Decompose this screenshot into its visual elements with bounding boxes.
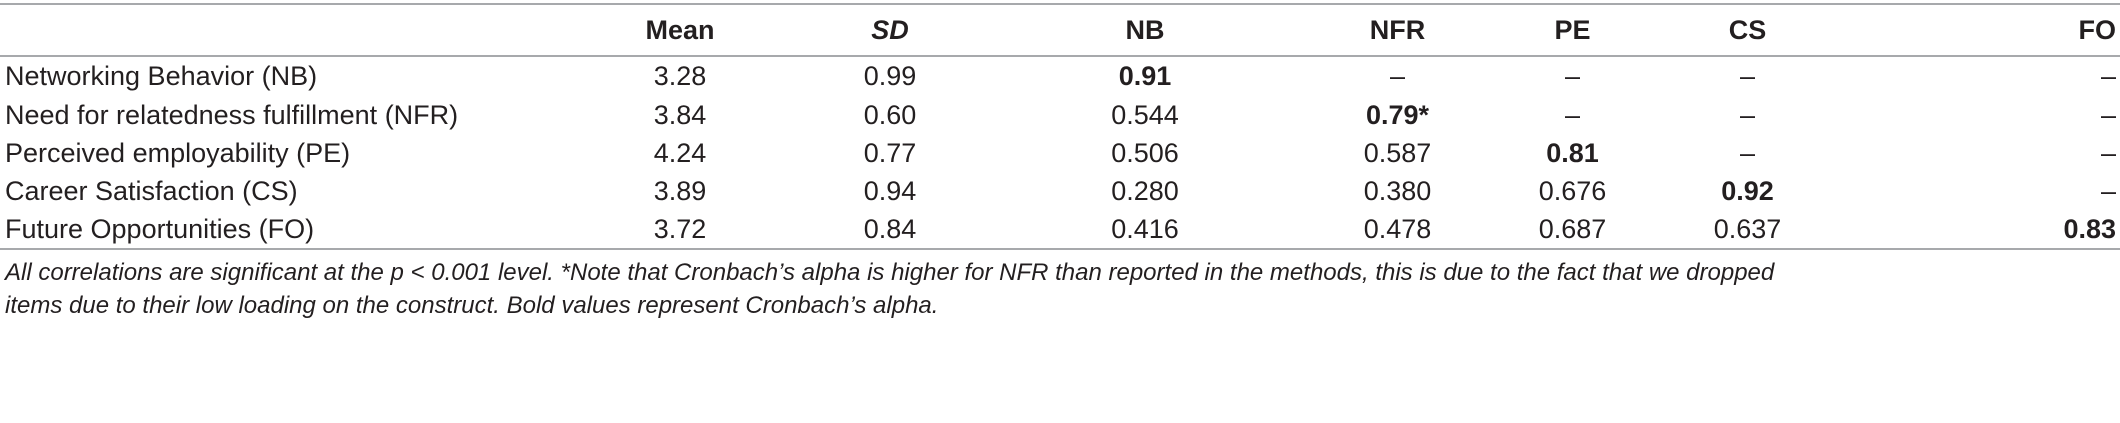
cell-cs: 0.637 bbox=[1713, 213, 1782, 244]
table-body: Networking Behavior (NB) 3.28 0.99 0.91 … bbox=[0, 56, 2120, 248]
header-fo: FO bbox=[2078, 14, 2117, 45]
table-row: Perceived employability (PE) 4.24 0.77 0… bbox=[0, 134, 2120, 172]
cell-cs: – bbox=[1739, 137, 1756, 168]
cell-nb: 0.506 bbox=[1111, 137, 1179, 168]
cell-fo: – bbox=[2100, 99, 2116, 130]
footnote-line-1: All correlations are significant at the … bbox=[5, 259, 1775, 286]
cell-pe: 0.687 bbox=[1538, 213, 1607, 244]
cell-cs: 0.92 bbox=[1721, 175, 1774, 206]
cell-mean: 3.89 bbox=[653, 175, 707, 206]
cell-fo: – bbox=[2100, 137, 2116, 168]
table-top-rule bbox=[0, 3, 2120, 5]
header-nfr: NFR bbox=[1369, 14, 1426, 45]
row-label: Perceived employability (PE) bbox=[5, 137, 351, 168]
cell-fo: 0.83 bbox=[2063, 213, 2116, 244]
cell-sd: 0.77 bbox=[863, 137, 917, 168]
cell-pe: 0.676 bbox=[1538, 175, 1607, 206]
table-bottom-rule bbox=[0, 248, 2120, 250]
cell-pe: – bbox=[1564, 60, 1581, 91]
cell-nfr: 0.380 bbox=[1363, 175, 1432, 206]
cell-sd: 0.84 bbox=[863, 213, 917, 244]
table-row: Future Opportunities (FO) 3.72 0.84 0.41… bbox=[0, 210, 2120, 248]
row-label: Future Opportunities (FO) bbox=[5, 213, 315, 244]
header-variable bbox=[0, 4, 560, 56]
cell-pe: 0.81 bbox=[1546, 137, 1599, 168]
cell-nfr: – bbox=[1389, 60, 1406, 91]
cell-sd: 0.99 bbox=[863, 60, 917, 91]
cell-sd: 0.94 bbox=[863, 175, 917, 206]
table-row: Need for relatedness fulfillment (NFR) 3… bbox=[0, 96, 2120, 134]
table-header-row: Mean SD NB NFR PE CS FO bbox=[0, 4, 2120, 56]
footnote-line-2: items due to their low loading on the co… bbox=[5, 292, 939, 319]
cell-nb: 0.544 bbox=[1111, 99, 1179, 130]
cell-nfr: 0.478 bbox=[1363, 213, 1432, 244]
cell-pe: – bbox=[1564, 99, 1581, 130]
header-cs: CS bbox=[1728, 14, 1767, 45]
cell-cs: – bbox=[1739, 60, 1756, 91]
header-nb: NB bbox=[1125, 14, 1165, 45]
cell-mean: 4.24 bbox=[653, 137, 707, 168]
cell-mean: 3.72 bbox=[653, 213, 707, 244]
table-footnote: All correlations are significant at the … bbox=[5, 256, 2115, 322]
table-row: Networking Behavior (NB) 3.28 0.99 0.91 … bbox=[0, 56, 2120, 96]
row-label: Need for relatedness fulfillment (NFR) bbox=[5, 99, 459, 130]
cell-nfr: 0.587 bbox=[1363, 137, 1432, 168]
cell-cs: – bbox=[1739, 99, 1756, 130]
row-label: Networking Behavior (NB) bbox=[5, 60, 318, 91]
correlation-table: Mean SD NB NFR PE CS FO Networking Behav… bbox=[0, 4, 2120, 248]
table-header-rule bbox=[0, 55, 2120, 57]
header-pe: PE bbox=[1554, 14, 1591, 45]
cell-mean: 3.84 bbox=[653, 99, 707, 130]
cell-mean: 3.28 bbox=[653, 60, 707, 91]
cell-nb: 0.416 bbox=[1111, 213, 1179, 244]
cell-fo: – bbox=[2100, 60, 2116, 91]
header-sd: SD bbox=[871, 14, 909, 45]
cell-fo: – bbox=[2100, 175, 2116, 206]
table-row: Career Satisfaction (CS) 3.89 0.94 0.280… bbox=[0, 172, 2120, 210]
cell-sd: 0.60 bbox=[863, 99, 917, 130]
row-label: Career Satisfaction (CS) bbox=[5, 175, 298, 206]
cell-nb: 0.91 bbox=[1118, 60, 1172, 91]
cell-nfr: 0.79* bbox=[1365, 99, 1430, 130]
header-mean: Mean bbox=[645, 14, 715, 45]
cell-nb: 0.280 bbox=[1111, 175, 1179, 206]
